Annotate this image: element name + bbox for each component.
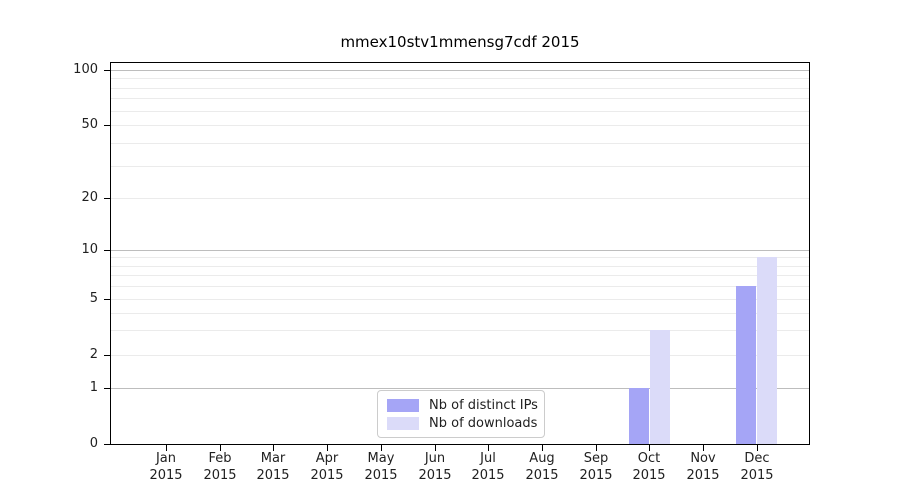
- gridline-minor-9: [110, 257, 810, 258]
- y-tick-1: [104, 388, 110, 389]
- gridline-minor-40: [110, 143, 810, 144]
- y-tick-50: [104, 125, 110, 126]
- y-tick-label-10: 10: [81, 242, 98, 257]
- gridline-minor-70: [110, 98, 810, 99]
- legend-label-distinct-ips: Nb of distinct IPs: [429, 397, 538, 413]
- y-tick-10: [104, 250, 110, 251]
- x-tick-label-nov-2015: Nov 2015: [686, 451, 720, 483]
- x-tick-nov-2015: [703, 445, 704, 451]
- x-tick-label-aug-2015: Aug 2015: [525, 451, 559, 483]
- x-tick-label-may-2015: May 2015: [364, 451, 398, 483]
- gridline-minor-8: [110, 266, 810, 267]
- x-tick-apr-2015: [327, 445, 328, 451]
- gridline-minor-5: [110, 299, 810, 300]
- gridline-major-100: [110, 70, 810, 71]
- x-tick-feb-2015: [220, 445, 221, 451]
- y-tick-label-5: 5: [89, 291, 98, 306]
- x-tick-label-jun-2015: Jun 2015: [418, 451, 452, 483]
- y-tick-20: [104, 198, 110, 199]
- legend-item-distinct-ips: Nb of distinct IPs: [387, 397, 544, 413]
- gridline-major-1: [110, 388, 810, 389]
- x-tick-jul-2015: [488, 445, 489, 451]
- x-tick-oct-2015: [649, 445, 650, 451]
- gridline-major-10: [110, 250, 810, 251]
- x-tick-sep-2015: [596, 445, 597, 451]
- x-tick-label-dec-2015: Dec 2015: [740, 451, 774, 483]
- gridline-minor-6: [110, 286, 810, 287]
- bar-nb-of-downloads-oct-2015: [650, 330, 670, 445]
- legend: Nb of distinct IPs Nb of downloads: [377, 390, 545, 438]
- y-tick-2: [104, 355, 110, 356]
- y-tick-label-50: 50: [81, 117, 98, 132]
- plot-area: [110, 62, 810, 445]
- y-tick-label-100: 100: [73, 62, 98, 77]
- gridline-minor-80: [110, 88, 810, 89]
- x-tick-may-2015: [381, 445, 382, 451]
- y-tick-label-20: 20: [81, 190, 98, 205]
- chart-title: mmex10stv1mmensg7cdf 2015: [340, 33, 580, 51]
- gridline-minor-3: [110, 330, 810, 331]
- legend-label-downloads: Nb of downloads: [429, 415, 538, 431]
- y-tick-100: [104, 70, 110, 71]
- gridline-minor-60: [110, 111, 810, 112]
- x-tick-label-oct-2015: Oct 2015: [632, 451, 666, 483]
- legend-swatch-downloads: [387, 416, 419, 430]
- y-tick-label-2: 2: [89, 347, 98, 362]
- bar-nb-of-distinct-ips-oct-2015: [629, 388, 649, 445]
- bar-nb-of-downloads-dec-2015: [757, 257, 777, 445]
- bar-nb-of-distinct-ips-dec-2015: [736, 286, 756, 445]
- gridline-minor-30: [110, 166, 810, 167]
- gridline-minor-50: [110, 125, 810, 126]
- x-tick-label-jan-2015: Jan 2015: [149, 451, 183, 483]
- y-tick-label-1: 1: [89, 380, 98, 395]
- x-tick-aug-2015: [542, 445, 543, 451]
- gridline-minor-90: [110, 78, 810, 79]
- legend-swatch-distinct-ips: [387, 398, 419, 412]
- y-tick-0: [104, 444, 110, 445]
- y-tick-label-0: 0: [89, 436, 98, 451]
- gridline-minor-20: [110, 198, 810, 199]
- x-tick-label-sep-2015: Sep 2015: [579, 451, 613, 483]
- gridline-minor-4: [110, 313, 810, 314]
- x-tick-label-feb-2015: Feb 2015: [203, 451, 237, 483]
- y-tick-5: [104, 299, 110, 300]
- x-tick-jun-2015: [435, 445, 436, 451]
- gridline-minor-7: [110, 275, 810, 276]
- x-tick-dec-2015: [757, 445, 758, 451]
- x-tick-mar-2015: [273, 445, 274, 451]
- x-tick-label-mar-2015: Mar 2015: [256, 451, 290, 483]
- x-tick-label-apr-2015: Apr 2015: [310, 451, 344, 483]
- x-tick-label-jul-2015: Jul 2015: [471, 451, 505, 483]
- gridline-minor-2: [110, 355, 810, 356]
- x-tick-jan-2015: [166, 445, 167, 451]
- legend-item-downloads: Nb of downloads: [387, 415, 544, 431]
